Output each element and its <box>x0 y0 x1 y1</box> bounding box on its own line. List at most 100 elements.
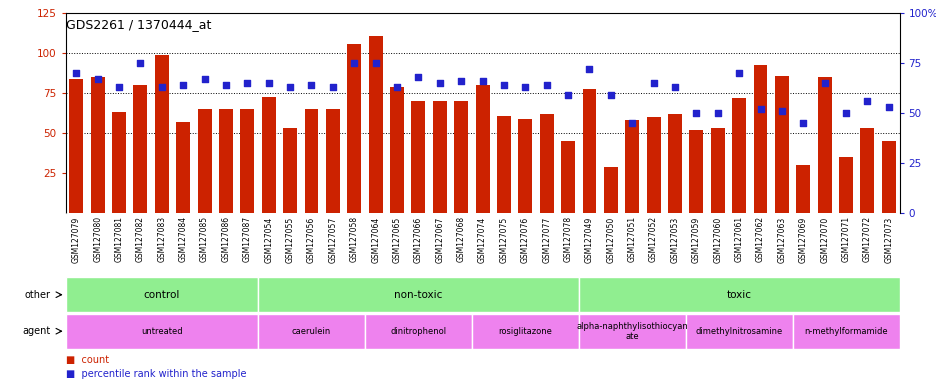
Text: untreated: untreated <box>140 327 183 336</box>
Bar <box>364 314 472 349</box>
Text: GSM127063: GSM127063 <box>777 216 785 263</box>
Bar <box>66 314 257 349</box>
Bar <box>432 101 446 213</box>
Bar <box>753 65 767 213</box>
Point <box>368 60 383 66</box>
Bar <box>496 116 510 213</box>
Text: ■  count: ■ count <box>66 355 109 365</box>
Bar <box>518 119 532 213</box>
Point <box>538 82 553 88</box>
Text: GSM127077: GSM127077 <box>542 216 550 263</box>
Point <box>453 78 468 84</box>
Point <box>90 76 105 83</box>
Text: GSM127058: GSM127058 <box>349 216 358 262</box>
Text: GSM127082: GSM127082 <box>136 216 145 262</box>
Text: GSM127083: GSM127083 <box>157 216 166 262</box>
Text: GSM127066: GSM127066 <box>414 216 422 263</box>
Bar <box>731 98 745 213</box>
Text: GSM127081: GSM127081 <box>114 216 124 262</box>
Bar <box>112 113 125 213</box>
Point <box>197 76 212 83</box>
Text: GSM127069: GSM127069 <box>798 216 807 263</box>
Point <box>838 110 853 116</box>
Point <box>795 120 810 126</box>
Text: dimethylnitrosamine: dimethylnitrosamine <box>695 327 782 336</box>
Point <box>603 92 618 98</box>
Point <box>731 70 746 76</box>
Point <box>581 66 596 73</box>
Bar <box>368 36 382 213</box>
Point <box>431 80 446 86</box>
Bar <box>261 96 275 213</box>
Point <box>496 82 511 88</box>
Bar <box>624 121 638 213</box>
Bar <box>133 85 147 213</box>
Bar <box>578 277 899 312</box>
Bar <box>411 101 425 213</box>
Text: caerulein: caerulein <box>291 327 330 336</box>
Bar <box>326 109 340 213</box>
Bar <box>304 109 318 213</box>
Text: GSM127053: GSM127053 <box>670 216 679 263</box>
Point <box>753 106 768 113</box>
Text: GSM127079: GSM127079 <box>72 216 80 263</box>
Point <box>111 84 126 90</box>
Bar <box>69 79 83 213</box>
Point <box>218 82 233 88</box>
Bar <box>839 157 852 213</box>
Bar <box>796 165 810 213</box>
Bar <box>646 117 660 213</box>
Text: GSM127071: GSM127071 <box>841 216 850 262</box>
Text: GSM127072: GSM127072 <box>862 216 871 262</box>
Bar <box>347 44 360 213</box>
Bar <box>454 101 468 213</box>
Bar <box>219 109 233 213</box>
Point <box>176 82 191 88</box>
Bar <box>817 77 831 213</box>
Point <box>881 104 896 110</box>
Point <box>816 80 831 86</box>
Point <box>411 74 426 80</box>
Point <box>346 60 361 66</box>
Text: GSM127073: GSM127073 <box>884 216 892 263</box>
Bar <box>685 314 792 349</box>
Bar <box>154 55 168 213</box>
Text: other: other <box>24 290 51 300</box>
Text: GSM127049: GSM127049 <box>584 216 593 263</box>
Text: GSM127084: GSM127084 <box>179 216 187 262</box>
Point <box>666 84 681 90</box>
Point <box>389 84 404 90</box>
Text: alpha-naphthylisothiocyan
ate: alpha-naphthylisothiocyan ate <box>576 322 687 341</box>
Bar <box>539 114 553 213</box>
Text: ■  percentile rank within the sample: ■ percentile rank within the sample <box>66 369 246 379</box>
Text: non-toxic: non-toxic <box>394 290 442 300</box>
Bar <box>472 314 578 349</box>
Bar <box>66 277 257 312</box>
Bar <box>582 89 596 213</box>
Text: GSM127076: GSM127076 <box>520 216 529 263</box>
Bar <box>859 129 873 213</box>
Text: GSM127086: GSM127086 <box>221 216 230 262</box>
Text: dinitrophenol: dinitrophenol <box>390 327 446 336</box>
Bar <box>710 129 724 213</box>
Text: GSM127067: GSM127067 <box>435 216 444 263</box>
Text: GSM127055: GSM127055 <box>285 216 294 263</box>
Point <box>261 80 276 86</box>
Text: agent: agent <box>22 326 51 336</box>
Bar <box>257 277 578 312</box>
Text: GSM127078: GSM127078 <box>563 216 572 262</box>
Point <box>283 84 298 90</box>
Text: GSM127051: GSM127051 <box>627 216 636 262</box>
Text: GSM127074: GSM127074 <box>477 216 487 263</box>
Text: toxic: toxic <box>726 290 751 300</box>
Bar <box>604 167 617 213</box>
Text: GSM127062: GSM127062 <box>755 216 764 262</box>
Point <box>688 110 703 116</box>
Point <box>859 98 874 104</box>
Text: GSM127057: GSM127057 <box>328 216 337 263</box>
Text: GDS2261 / 1370444_at: GDS2261 / 1370444_at <box>66 18 211 31</box>
Text: GSM127056: GSM127056 <box>307 216 315 263</box>
Text: GSM127059: GSM127059 <box>691 216 700 263</box>
Bar <box>561 141 575 213</box>
Text: GSM127087: GSM127087 <box>242 216 252 262</box>
